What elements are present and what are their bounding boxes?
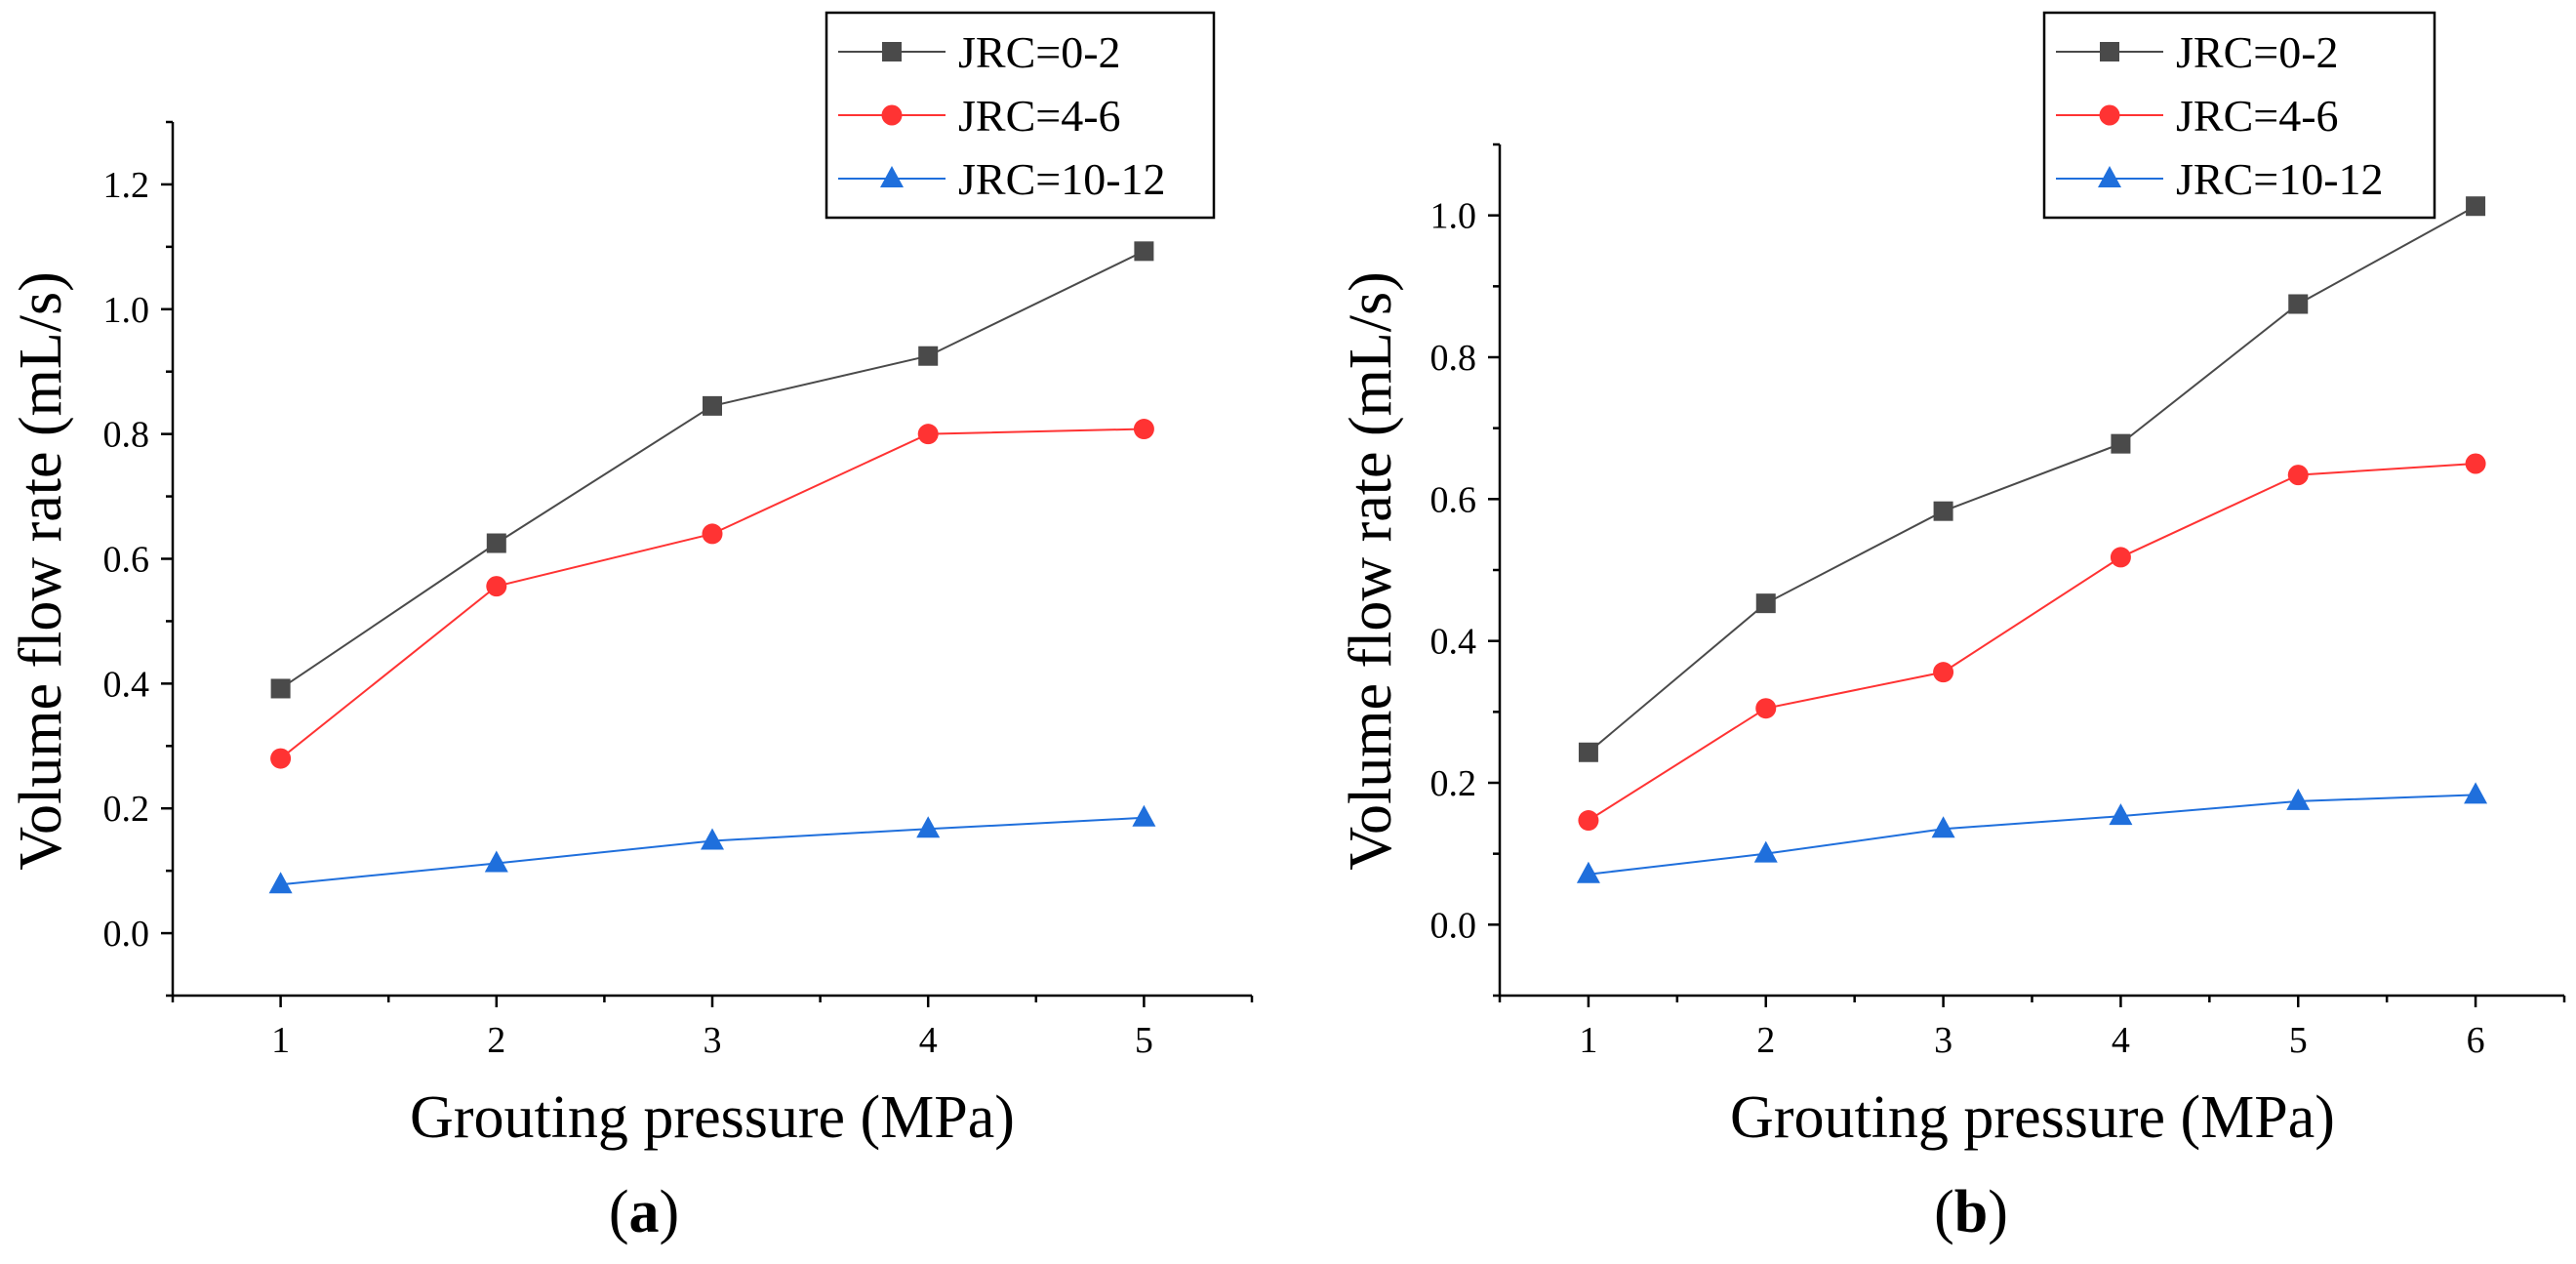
legend-marker: [882, 42, 902, 61]
data-point: [1576, 861, 1600, 883]
x-tick-label: 3: [1934, 1020, 1952, 1061]
data-point: [1132, 804, 1156, 827]
x-axis-title: Grouting pressure (MPa): [1730, 1084, 2335, 1151]
data-point: [2109, 803, 2133, 826]
x-tick-label: 4: [2112, 1020, 2130, 1061]
legend-label: JRC=4-6: [958, 91, 1121, 141]
chart-panel-b: 0.0 0.2 0.4 0.6 0.8 1.0 1 2 3 4 5 6 Grouting pressur…: [1338, 11, 2566, 1245]
x-tick-label: 1: [271, 1020, 290, 1061]
x-tick-label: 2: [1756, 1020, 1775, 1061]
panel-label: (b): [1934, 1179, 2008, 1245]
y-tick-label: 0.6: [1430, 479, 1477, 520]
y-tick-label: 0.6: [103, 540, 150, 581]
data-point: [1578, 810, 1599, 832]
data-point: [1755, 698, 1777, 719]
data-point: [1933, 662, 1954, 683]
y-tick-label: 0.0: [1430, 905, 1477, 946]
data-point: [918, 346, 939, 366]
data-point: [2286, 788, 2311, 810]
data-point: [268, 872, 293, 894]
panel-label: (a): [609, 1179, 679, 1245]
data-point: [484, 850, 508, 873]
y-axis-title: Volume flow rate (mL/s): [1338, 271, 1404, 871]
data-point: [1578, 742, 1598, 762]
data-point: [916, 816, 941, 838]
x-tick-label: 6: [2467, 1020, 2485, 1061]
series-line: [279, 428, 1145, 759]
y-tick-label: 0.8: [1430, 338, 1477, 379]
legend-marker: [881, 104, 903, 126]
data-point: [1753, 840, 1778, 863]
x-tick-label: 5: [1135, 1020, 1153, 1061]
data-point: [703, 395, 722, 416]
series-JRC=0-2: [1578, 196, 2486, 762]
x-tick-label: 5: [2289, 1020, 2308, 1061]
x-tick-label: 2: [487, 1020, 505, 1061]
data-point: [2464, 782, 2488, 804]
series-JRC=10-12: [1576, 782, 2488, 883]
legend-marker: [880, 166, 904, 187]
data-point: [1134, 241, 1154, 262]
data-point: [270, 748, 292, 769]
data-point: [486, 576, 507, 597]
x-tick-label: 3: [704, 1020, 722, 1061]
legend-label: JRC=0-2: [2176, 27, 2339, 77]
legend-label: JRC=10-12: [958, 154, 1166, 204]
y-tick-label: 0.4: [1430, 622, 1477, 663]
series-JRC=10-12: [268, 804, 1156, 894]
data-point: [2465, 453, 2486, 474]
data-point: [917, 424, 939, 445]
series-line: [1588, 463, 2476, 822]
y-tick-label: 0.4: [103, 664, 150, 705]
legend-marker: [2100, 42, 2119, 61]
y-tick-label: 0.2: [1430, 763, 1477, 804]
y-tick-label: 1.0: [1430, 196, 1477, 237]
series-JRC=4-6: [1578, 453, 2486, 832]
data-point: [2111, 433, 2131, 454]
data-point: [1755, 593, 1776, 614]
x-tick-label: 1: [1579, 1020, 1597, 1061]
data-point: [1931, 816, 1955, 838]
data-point: [2288, 294, 2309, 314]
series-line: [280, 816, 1145, 886]
data-point: [2287, 465, 2309, 486]
y-tick-label: 0.0: [103, 914, 150, 955]
data-point: [1133, 419, 1154, 440]
y-tick-label: 0.2: [103, 789, 150, 830]
y-tick-label: 0.8: [103, 415, 150, 456]
legend: JRC=0-2 JRC=4-6 JRC=10-12: [2042, 11, 2436, 220]
data-point: [2110, 547, 2131, 568]
data-point: [1933, 501, 1953, 521]
legend: JRC=0-2 JRC=4-6 JRC=10-12: [825, 11, 1216, 220]
y-tick-label: 1.2: [103, 165, 150, 206]
data-point: [2466, 196, 2486, 217]
y-tick-label: 1.0: [103, 290, 150, 331]
y-axis-title: Volume flow rate (mL/s): [8, 271, 74, 871]
data-point: [702, 523, 723, 545]
legend-label: JRC=4-6: [2176, 91, 2339, 141]
series-JRC=0-2: [270, 241, 1154, 699]
series-JRC=4-6: [270, 419, 1154, 769]
legend-label: JRC=10-12: [2176, 154, 2384, 204]
legend-marker: [2098, 166, 2121, 187]
x-axis-title: Grouting pressure (MPa): [410, 1084, 1015, 1151]
x-tick-label: 4: [919, 1020, 938, 1061]
data-point: [270, 678, 291, 699]
legend-label: JRC=0-2: [958, 27, 1121, 77]
legend-marker: [2099, 104, 2120, 126]
data-point: [486, 533, 506, 553]
series-line: [1588, 794, 2476, 876]
series-line: [1588, 205, 2476, 754]
data-point: [701, 828, 724, 850]
series-line: [280, 250, 1145, 690]
chart-panel-a: 0.0 0.2 0.4 0.6 0.8 1.0 1.2 1 2 3 4 5 Grouting press…: [8, 11, 1254, 1245]
